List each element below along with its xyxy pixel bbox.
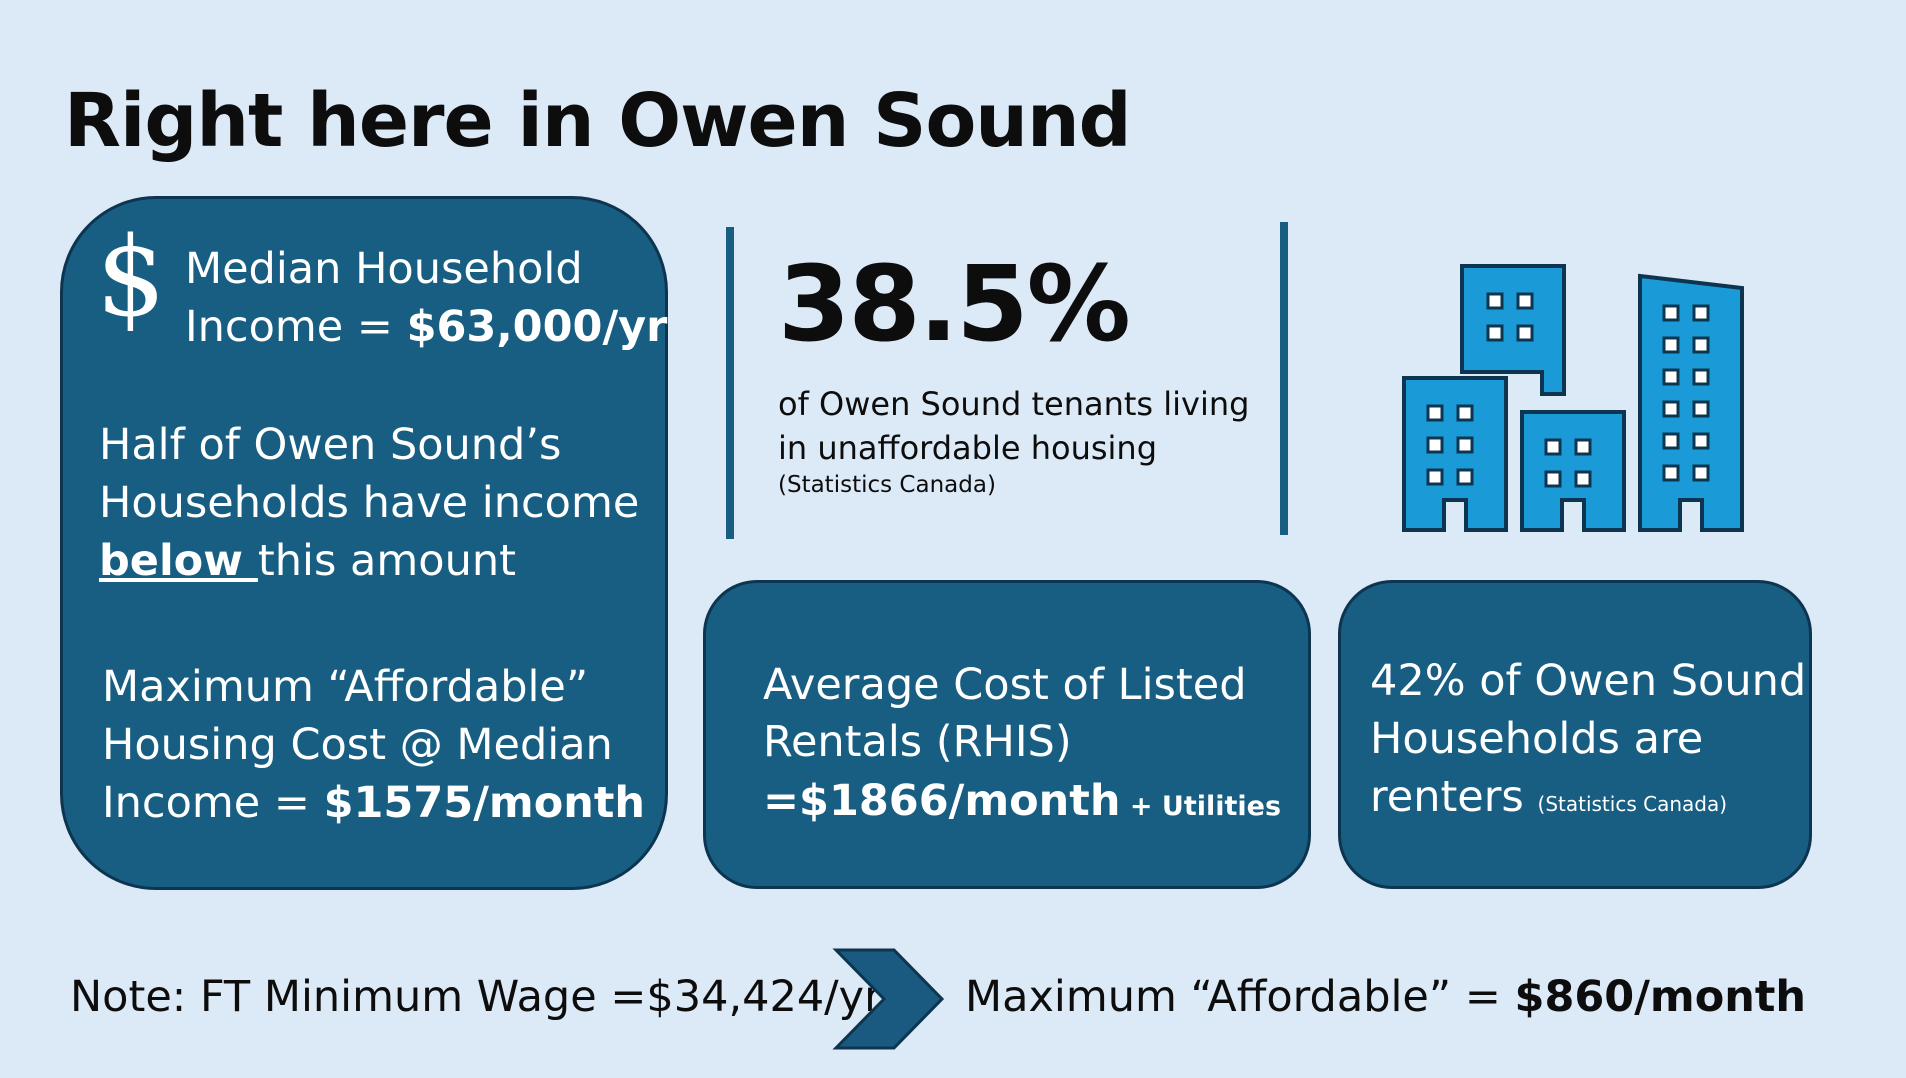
average-rent-card xyxy=(703,580,1311,889)
renters-line2: Households are xyxy=(1370,714,1704,764)
average-rent-value: =$1866/month xyxy=(763,776,1121,826)
renters-line3: renters (Statistics Canada) xyxy=(1370,772,1728,822)
unaffordable-description: of Owen Sound tenants living in unafford… xyxy=(778,385,1250,467)
chevron-right-icon xyxy=(832,948,945,1050)
average-rent-line2: Rentals (RHIS) xyxy=(763,717,1072,767)
minimum-wage-affordable: Maximum “Affordable” = $860/month xyxy=(965,972,1807,1022)
renters-line1: 42% of Owen Sound xyxy=(1370,656,1807,706)
unaffordable-source: (Statistics Canada) xyxy=(778,472,996,498)
buildings-icon xyxy=(1402,264,1744,532)
average-rent-line3: =$1866/month + Utilities xyxy=(763,772,1281,836)
income-label-line2: Income = $63,000/yr xyxy=(185,302,668,352)
half-text-line1: Half of Owen Sound’s xyxy=(99,420,562,470)
half-text-line2: Households have income xyxy=(99,478,640,528)
dollar-icon: $ xyxy=(96,213,166,341)
minimum-wage-note: Note: FT Minimum Wage =$34,424/yr xyxy=(70,972,882,1022)
max-affordable-line3: Income = $1575/month xyxy=(102,778,646,828)
max-affordable-line1: Maximum “Affordable” xyxy=(102,662,589,712)
renters-source: (Statistics Canada) xyxy=(1537,792,1728,816)
utilities-suffix: + Utilities xyxy=(1120,791,1282,822)
average-rent-line1: Average Cost of Listed xyxy=(763,660,1247,710)
income-label-line1: Median Household xyxy=(185,244,583,294)
renters-card xyxy=(1338,580,1812,889)
below-emphasis: below xyxy=(99,536,258,586)
page-title: Right here in Owen Sound xyxy=(64,78,1132,164)
minimum-wage-affordable-value: $860/month xyxy=(1514,972,1807,1022)
median-income-card xyxy=(60,196,668,890)
income-value: $63,000/yr xyxy=(406,302,668,352)
divider-right xyxy=(1280,222,1288,535)
half-text-line3: below this amount xyxy=(99,536,516,586)
max-affordable-line2: Housing Cost @ Median xyxy=(102,720,613,770)
divider-left xyxy=(726,227,734,539)
unaffordable-percent: 38.5% xyxy=(778,243,1131,365)
max-affordable-value: $1575/month xyxy=(323,778,646,828)
